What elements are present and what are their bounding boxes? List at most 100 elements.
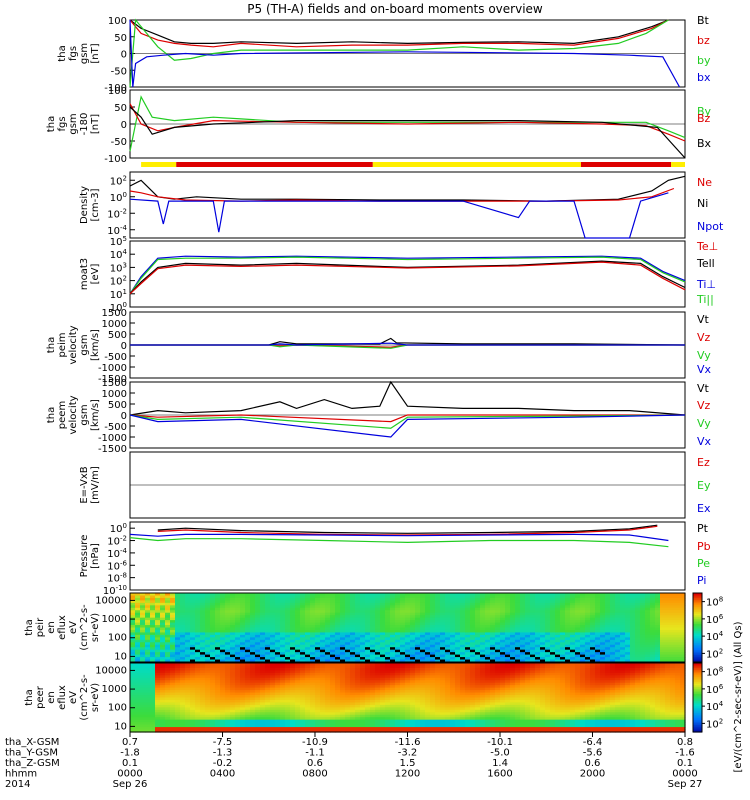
spectrogram-cell — [220, 615, 226, 619]
spectrogram-cell — [560, 639, 566, 643]
spectrogram-cell — [530, 607, 536, 611]
spectrogram-cell — [165, 724, 171, 728]
spectrogram-cell — [430, 627, 436, 631]
spectrogram-cell — [390, 709, 396, 713]
spectrogram-cell — [680, 593, 686, 597]
spectrogram-cell — [250, 727, 256, 731]
spectrogram-cell — [405, 642, 411, 646]
spectrogram-cell — [270, 644, 276, 648]
spectrogram-cell — [495, 654, 501, 658]
spectrogram-cell — [470, 602, 476, 606]
spectrogram-cell — [140, 649, 146, 653]
spectrogram-cell — [235, 637, 241, 641]
spectrogram-cell — [130, 652, 136, 656]
spectrogram-cell — [225, 695, 231, 699]
spectrogram-cell — [140, 652, 146, 656]
spectrogram-cell — [340, 652, 346, 656]
spectrogram-cell — [150, 622, 156, 626]
spectrogram-cell — [390, 692, 396, 696]
spectrogram-cell — [130, 677, 136, 681]
spectrogram-cell — [490, 597, 496, 601]
spectrogram-cell — [390, 712, 396, 716]
spectrogram-cell — [415, 690, 421, 694]
spectrogram-cell — [635, 627, 641, 631]
spectrogram-cell — [430, 652, 436, 656]
spectrogram-cell — [545, 593, 551, 597]
spectrogram-cell — [330, 654, 336, 658]
spectrogram-cell — [410, 625, 416, 629]
spectrogram-cell — [345, 600, 351, 604]
spectrogram-cell — [600, 659, 606, 663]
spectrogram-cell — [385, 627, 391, 631]
spectrogram-cell — [155, 637, 161, 641]
spectrogram-cell — [375, 677, 381, 681]
spectrogram-cell — [280, 707, 286, 711]
spectrogram-cell — [305, 724, 311, 728]
spectrogram-cell — [325, 605, 331, 609]
spectrogram-cell — [430, 612, 436, 616]
spectrogram-cell — [185, 680, 191, 684]
spectrogram-cell — [300, 719, 306, 723]
spectrogram-cell — [325, 649, 331, 653]
spectrogram-cell — [675, 644, 681, 648]
spectrogram-cell — [320, 675, 326, 679]
spectrogram-cell — [520, 602, 526, 606]
colorbar-swatch — [693, 649, 702, 653]
series-line-bx — [129, 19, 681, 88]
spectrogram-cell — [455, 610, 461, 614]
spectrogram-cell — [435, 659, 441, 663]
spectrogram-cell — [560, 629, 566, 634]
spectrogram-cell — [145, 629, 151, 634]
spectrogram-cell — [565, 639, 571, 643]
spectrogram-cell — [305, 602, 311, 606]
spectrogram-cell — [485, 595, 491, 599]
spectrogram-cell — [330, 727, 336, 731]
spectrogram-cell — [470, 654, 476, 658]
spectrogram-cell — [145, 695, 151, 699]
spectrogram-cell — [415, 724, 421, 728]
spectrogram-cell — [345, 652, 351, 656]
spectrogram-cell — [250, 652, 256, 656]
spectrogram-cell — [580, 612, 586, 616]
spectrogram-cell — [530, 627, 536, 631]
spectrogram-cell — [575, 625, 581, 629]
y-axis-label: gsm — [79, 404, 90, 425]
spectrogram-cell — [230, 677, 236, 681]
spectrogram-cell — [185, 649, 191, 653]
spectrogram-cell — [240, 654, 246, 658]
spectrogram-cell — [155, 665, 161, 669]
spectrogram-cell — [170, 652, 176, 656]
spectrogram-cell — [540, 597, 546, 601]
spectrogram-cell — [305, 654, 311, 658]
spectrogram-cell — [175, 639, 181, 643]
spectrogram-cell — [410, 610, 416, 614]
spectrogram-cell — [365, 704, 371, 708]
spectrogram-cell — [510, 654, 516, 658]
spectrogram-cell — [185, 695, 191, 699]
spectrogram-cell — [620, 597, 626, 601]
spectrogram-cell — [310, 719, 316, 723]
spectrogram-cell — [625, 610, 631, 614]
spectrogram-cell — [675, 593, 681, 597]
spectrogram-cell — [370, 722, 376, 726]
spectrogram-cell — [225, 704, 231, 708]
spectrogram-cell — [280, 699, 286, 704]
spectrogram-cell — [310, 597, 316, 601]
spectrogram-cell — [380, 712, 386, 716]
spectrogram-cell — [180, 667, 186, 671]
spectrogram-cell — [415, 602, 421, 606]
spectrogram-cell — [225, 672, 231, 676]
y-axis-label: (cm^2-s- — [79, 604, 90, 651]
spectrogram-cell — [145, 707, 151, 711]
spectrogram-cell — [165, 702, 171, 706]
spectrogram-cell — [165, 593, 171, 597]
spectrogram-cell — [225, 632, 231, 636]
spectrogram-cell — [630, 602, 636, 606]
spectrogram-cell — [445, 622, 451, 626]
spectrogram-cell — [630, 639, 636, 643]
spectrogram-cell — [455, 607, 461, 611]
spectrogram-cell — [490, 612, 496, 616]
spectrogram-cell — [135, 690, 141, 694]
spectrogram-cell — [560, 652, 566, 656]
spectrogram-cell — [380, 727, 386, 731]
